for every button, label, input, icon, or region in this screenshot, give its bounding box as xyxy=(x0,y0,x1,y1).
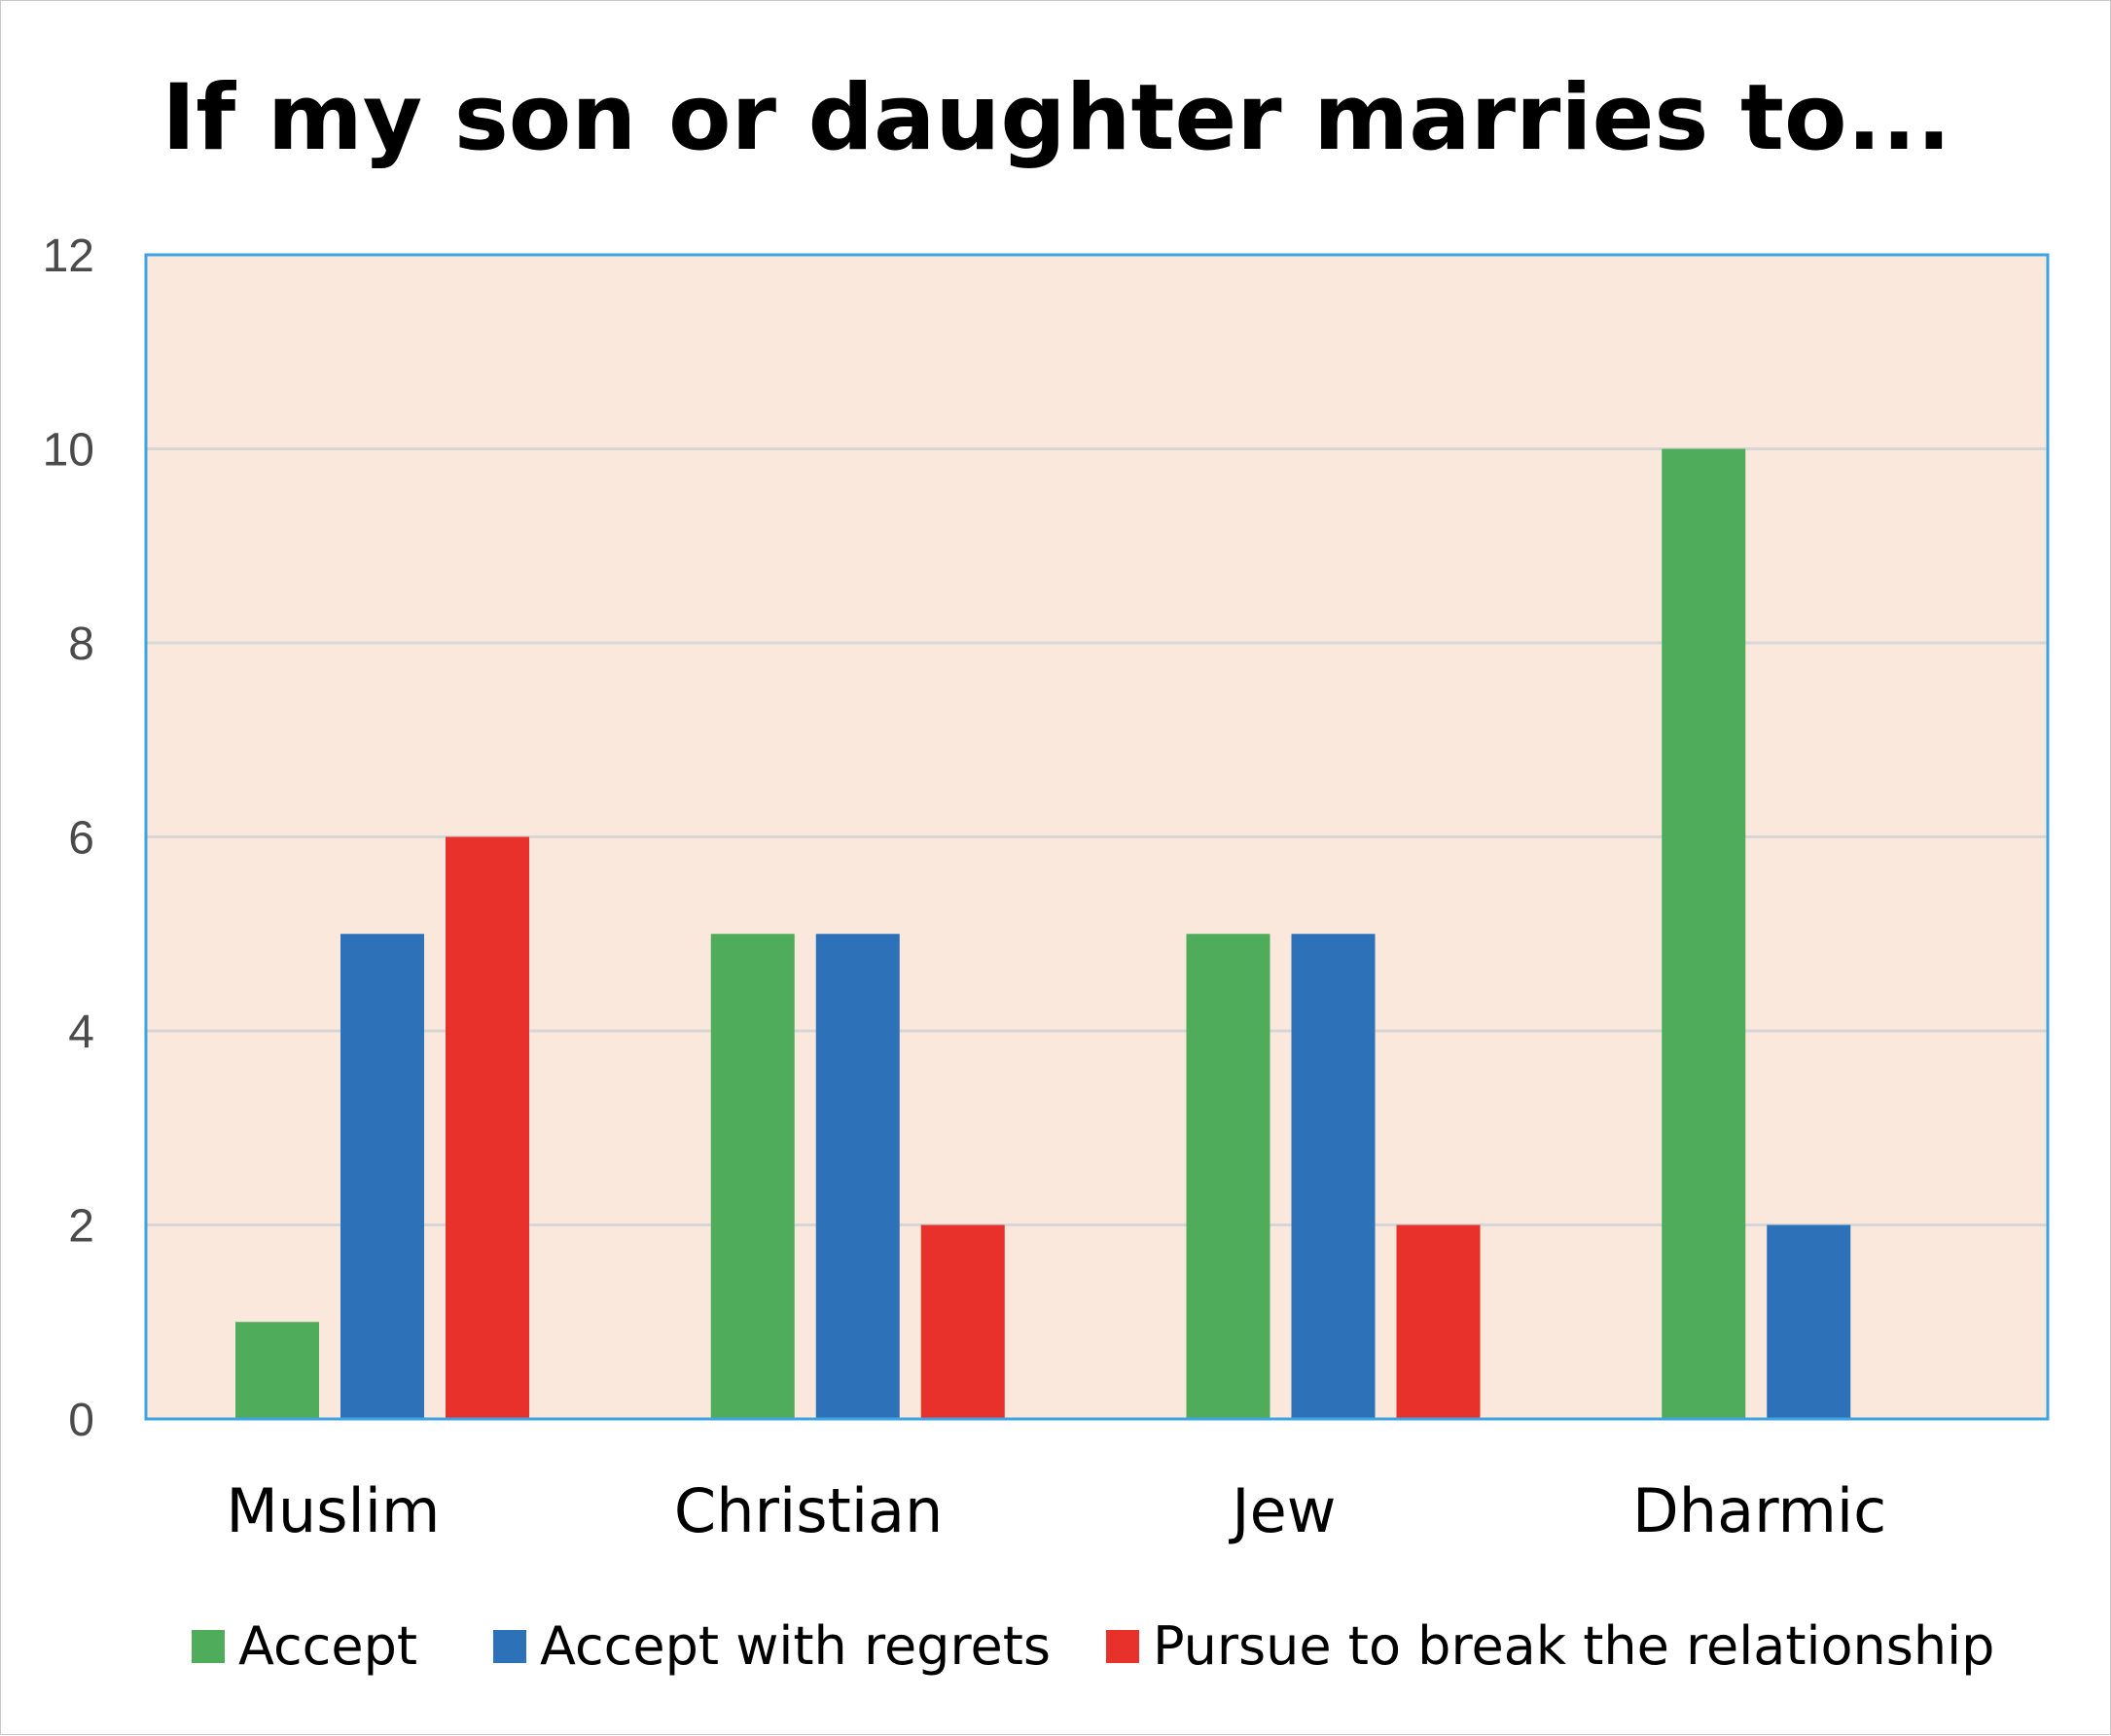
x-tick-label: Dharmic xyxy=(1632,1475,1886,1546)
chart-title: If my son or daughter marries to... xyxy=(161,65,1950,171)
y-tick-label: 12 xyxy=(43,230,94,282)
legend-label: Accept xyxy=(238,1615,417,1677)
legend-swatch xyxy=(1106,1630,1139,1663)
x-axis-ticks: Muslim Christian Jew Dharmic xyxy=(226,1475,1886,1546)
bar-pursue-to-break-the-relationship-christian xyxy=(920,1224,1005,1419)
bar-accept-dharmic xyxy=(1662,448,1746,1419)
y-tick-label: 4 xyxy=(68,1007,94,1058)
bar-accept-with-regrets-christian xyxy=(815,934,900,1419)
bar-accept-with-regrets-jew xyxy=(1291,934,1376,1419)
legend-label: Accept with regrets xyxy=(540,1615,1051,1677)
bar-pursue-to-break-the-relationship-jew xyxy=(1396,1224,1481,1419)
y-tick-label: 0 xyxy=(68,1395,94,1446)
bars xyxy=(146,448,2048,1421)
bar-accept-jew xyxy=(1186,934,1270,1419)
x-tick-label: Muslim xyxy=(226,1475,440,1546)
bar-pursue-to-break-the-relationship-muslim xyxy=(446,836,529,1419)
bar-accept-with-regrets-dharmic xyxy=(1767,1224,1851,1419)
legend-swatch xyxy=(192,1630,225,1663)
x-tick-label: Jew xyxy=(1228,1475,1336,1546)
plot-border xyxy=(144,253,2050,1421)
y-tick-label: 8 xyxy=(68,619,94,670)
legend: Accept Accept with regrets Pursue to break… xyxy=(192,1615,1994,1677)
legend-label: Pursue to break the relationship xyxy=(1153,1615,1994,1677)
y-tick-label: 2 xyxy=(68,1201,94,1253)
bar-accept-muslim xyxy=(235,1322,319,1419)
y-tick-label: 6 xyxy=(68,813,94,865)
bar-accept-christian xyxy=(710,934,795,1419)
bar-accept-with-regrets-muslim xyxy=(340,934,424,1419)
y-tick-label: 10 xyxy=(43,425,94,477)
x-tick-label: Christian xyxy=(674,1475,943,1546)
legend-swatch xyxy=(493,1630,526,1663)
y-axis-ticks: 0 2 4 6 8 10 12 xyxy=(43,230,94,1446)
